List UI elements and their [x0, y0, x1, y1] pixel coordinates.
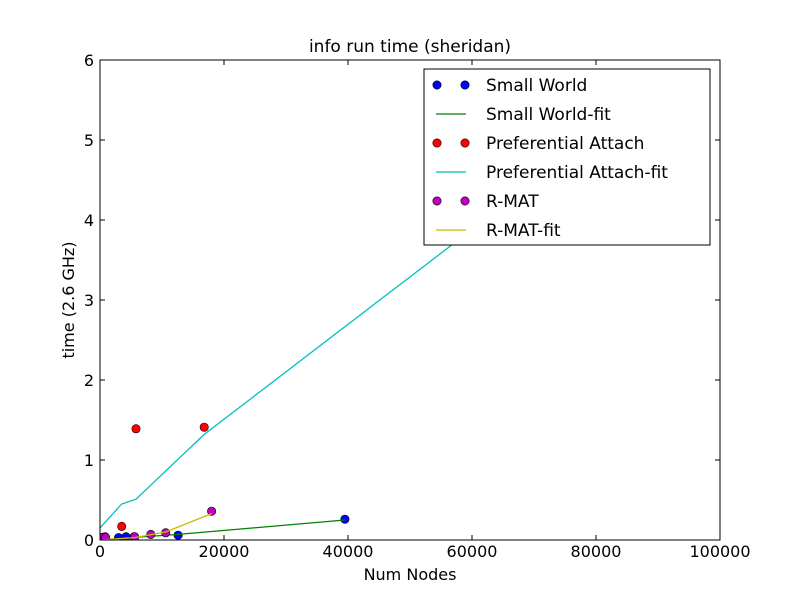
legend-marker-r-mat	[460, 196, 470, 206]
x-tick-label: 40000	[323, 542, 374, 561]
series-group	[100, 219, 485, 540]
legend-label-r-mat-fit: R-MAT-fit	[486, 221, 561, 241]
legend-box	[423, 68, 711, 246]
data-point-r-mat	[207, 506, 217, 516]
legend-label-small-world-fit: Small World-fit	[486, 105, 611, 125]
chart-title: info run time (sheridan)	[309, 37, 511, 57]
legend-marker-preferential-attach	[432, 138, 442, 148]
x-tick-label: 100000	[689, 542, 750, 561]
x-tick-label: 80000	[571, 542, 622, 561]
y-tick-label: 2	[84, 371, 94, 390]
data-point-small-world	[340, 514, 350, 524]
legend-marker-small-world	[460, 80, 470, 90]
legend-label-preferential-attach: Preferential Attach	[486, 134, 644, 154]
series-line-r-mat-fit	[100, 512, 212, 540]
x-tick-label: 20000	[199, 542, 250, 561]
legend-label-r-mat: R-MAT	[486, 192, 539, 212]
legend-label-preferential-attach-fit: Preferential Attach-fit	[486, 163, 668, 183]
y-tick-label: 6	[84, 51, 94, 70]
legend: Small World Small World-fit Preferential A…	[423, 68, 711, 246]
legend-label-small-world: Small World	[486, 76, 587, 96]
legend-marker-small-world	[432, 80, 442, 90]
y-tick-label: 1	[84, 451, 94, 470]
legend-marker-preferential-attach	[460, 138, 470, 148]
y-tick-label: 3	[84, 291, 94, 310]
legend-marker-r-mat	[432, 196, 442, 206]
data-point-preferential-attach	[117, 521, 127, 531]
y-axis-label: time (2.6 GHz)	[59, 241, 78, 358]
y-tick-label: 4	[84, 211, 94, 230]
x-tick-label: 0	[95, 542, 105, 561]
series-line-preferential-attach-fit	[100, 219, 485, 529]
data-point-preferential-attach	[199, 422, 209, 432]
x-tick-label: 60000	[447, 542, 498, 561]
data-point-preferential-attach	[131, 424, 141, 434]
plot-area: 0 20000 40000 60000 80000 100000 0 1 2 3 4 5 6	[84, 51, 751, 561]
x-axis-label: Num Nodes	[364, 565, 457, 584]
data-point-r-mat	[101, 533, 111, 540]
y-tick-label: 5	[84, 131, 94, 150]
y-tick-label: 0	[84, 531, 94, 550]
